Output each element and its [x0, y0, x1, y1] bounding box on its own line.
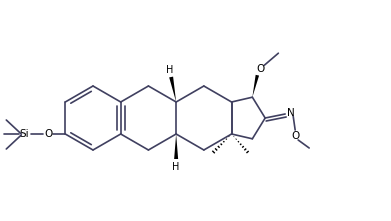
Text: Si: Si	[20, 129, 29, 139]
Text: O: O	[44, 129, 52, 139]
Polygon shape	[174, 134, 178, 159]
Text: H: H	[167, 65, 174, 75]
Polygon shape	[252, 75, 259, 97]
Text: O: O	[291, 131, 299, 141]
Polygon shape	[169, 77, 176, 102]
Text: N: N	[287, 108, 295, 118]
Text: H: H	[172, 162, 180, 172]
Text: O: O	[256, 64, 264, 74]
